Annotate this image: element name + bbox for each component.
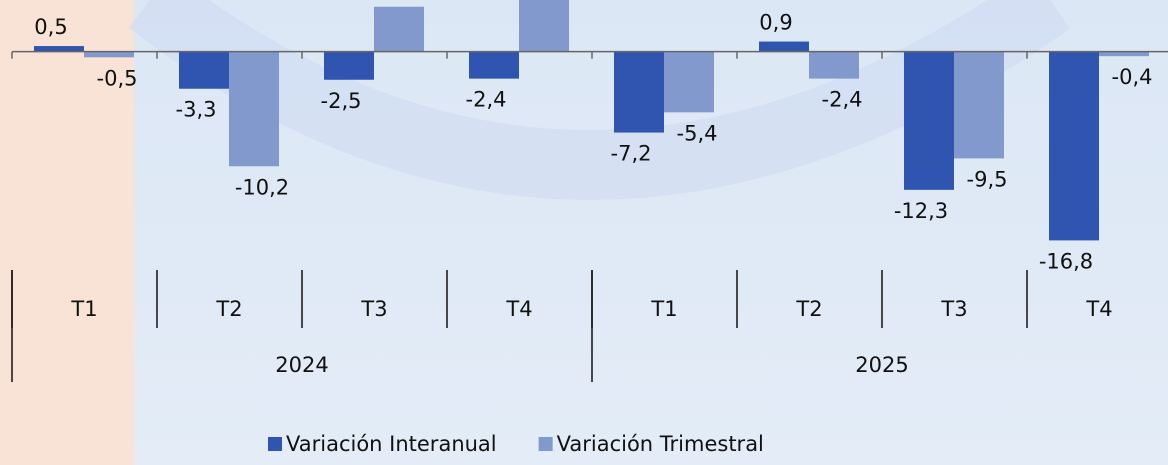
bar (664, 51, 714, 113)
bar (809, 51, 859, 79)
bar (374, 6, 424, 52)
value-label: -5,4 (677, 121, 718, 145)
value-label: -10,2 (235, 175, 289, 199)
x-tick-label: T3 (360, 297, 387, 321)
value-label: -7,2 (611, 142, 652, 166)
bar (519, 0, 569, 52)
bar (324, 51, 374, 80)
legend-swatch (538, 437, 553, 451)
x-tick-label: T4 (505, 297, 532, 321)
value-label: -2,4 (466, 88, 507, 112)
value-label: -12,3 (894, 199, 948, 223)
value-label: -0,4 (1112, 65, 1153, 89)
value-label: -2,5 (321, 89, 362, 113)
bar (1049, 51, 1099, 241)
value-label: 0,9 (759, 11, 792, 35)
x-tick-label: T4 (1085, 297, 1112, 321)
plot: 0,5 -3,3 -2,5 -2,4 -7,2 0,9 -12,3 -16,8 -0,5 -10,… (11, 0, 1168, 456)
legend-swatch (268, 437, 282, 451)
value-label: -0,5 (97, 66, 138, 90)
bar (904, 51, 954, 190)
x-tick-label: T1 (650, 297, 677, 321)
x-tick-label: T2 (795, 297, 822, 321)
bar (229, 51, 279, 167)
group-label: 2025 (855, 353, 908, 377)
value-label: 0,5 (34, 15, 67, 39)
x-tick-label: T3 (940, 297, 967, 321)
bar (469, 51, 519, 79)
bar (954, 51, 1004, 159)
x-tick-label: T1 (70, 297, 97, 321)
bar (1099, 51, 1149, 57)
bar (34, 46, 84, 52)
bar (84, 51, 134, 58)
bar (179, 51, 229, 89)
group-label: 2024 (275, 353, 328, 377)
bar (759, 41, 809, 52)
highlight-band (0, 0, 134, 465)
legend-label: Variación Trimestral (557, 432, 764, 456)
value-label: -16,8 (1039, 249, 1093, 273)
value-label: -2,4 (822, 88, 863, 112)
value-label: -9,5 (967, 167, 1008, 191)
value-label: -3,3 (176, 98, 217, 122)
x-tick-label: T2 (215, 297, 242, 321)
legend-label: Variación Interanual (286, 432, 497, 456)
bar (614, 51, 664, 133)
